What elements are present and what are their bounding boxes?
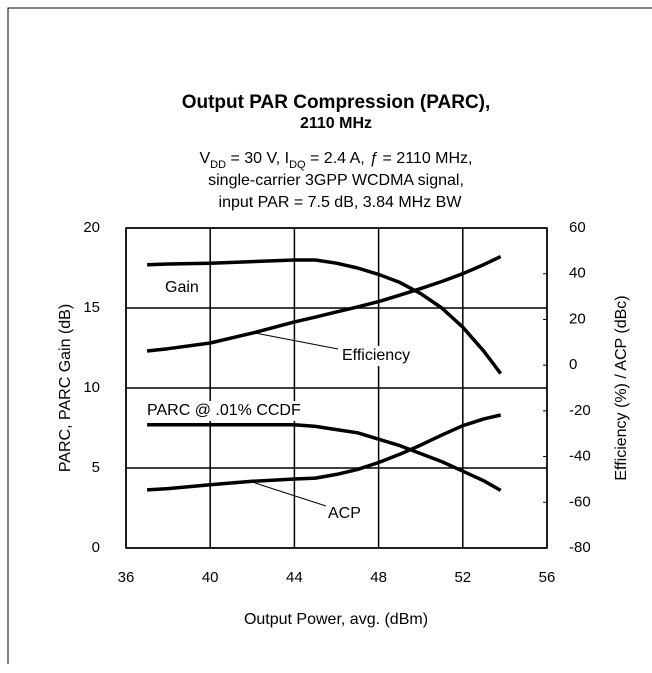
series-label: ACP xyxy=(328,505,361,522)
series-line xyxy=(147,258,503,375)
subtitle: input PAR = 7.5 dB, 3.84 MHz BW xyxy=(219,194,463,211)
subtitle: single-carrier 3GPP WCDMA signal, xyxy=(208,172,464,189)
x-tick-label: 44 xyxy=(286,569,303,586)
label-background xyxy=(340,346,413,366)
leader-line xyxy=(254,332,339,350)
y2-tick-label: -40 xyxy=(569,448,591,465)
subtitle-part: = 2.4 A, xyxy=(306,150,370,167)
subtitle-part: V xyxy=(199,150,210,167)
x-tick-label: 36 xyxy=(118,569,135,586)
y-axis-label: PARC, PARC Gain (dB) xyxy=(57,304,74,472)
subtitle-part: DD xyxy=(210,159,226,171)
y2-axis-label: Efficiency (%) / ACP (dBc) xyxy=(613,295,630,480)
subtitle-part: = 30 V, I xyxy=(226,150,289,167)
y2-tick-label: -20 xyxy=(569,402,591,419)
label-background xyxy=(145,401,303,421)
x-tick-label: 52 xyxy=(454,569,471,586)
subtitle: VDD = 30 V, IDQ = 2.4 A, ƒ = 2110 MHz, xyxy=(199,150,472,171)
x-tick-label: 40 xyxy=(202,569,219,586)
frame xyxy=(7,7,652,664)
chart-title: Output PAR Compression (PARC), xyxy=(182,92,491,113)
subtitle-part: ƒ xyxy=(369,150,378,167)
y2-tick-label: 40 xyxy=(569,265,586,282)
y2-tick-label: 60 xyxy=(569,219,586,236)
y-tick-label: 15 xyxy=(83,299,100,316)
series-label: Efficiency xyxy=(342,347,410,364)
subtitle-part: = 2110 MHz, xyxy=(378,150,472,167)
y2-tick-label: -80 xyxy=(569,539,591,556)
series-label: PARC @ .01% CCDF xyxy=(147,402,301,419)
x-tick-label: 48 xyxy=(370,569,387,586)
y2-tick-label: 20 xyxy=(569,310,586,327)
y2-tick-label: -60 xyxy=(569,493,591,510)
label-background xyxy=(163,278,201,298)
y-tick-label: 0 xyxy=(92,539,100,556)
x-tick-label: 56 xyxy=(539,569,556,586)
series-line xyxy=(147,423,502,492)
x-axis-label: Output Power, avg. (dBm) xyxy=(244,611,428,628)
subtitle-part: DQ xyxy=(289,159,306,171)
chart-title: 2110 MHz xyxy=(300,115,372,132)
y-tick-label: 10 xyxy=(83,379,100,396)
series-label: Gain xyxy=(165,279,199,296)
series-line xyxy=(146,413,502,492)
label-background xyxy=(326,504,363,524)
y-tick-label: 20 xyxy=(83,219,100,236)
y-tick-label: 5 xyxy=(92,459,100,476)
leader-line xyxy=(254,482,327,507)
y2-tick-label: 0 xyxy=(569,356,577,373)
series-line xyxy=(146,255,502,353)
